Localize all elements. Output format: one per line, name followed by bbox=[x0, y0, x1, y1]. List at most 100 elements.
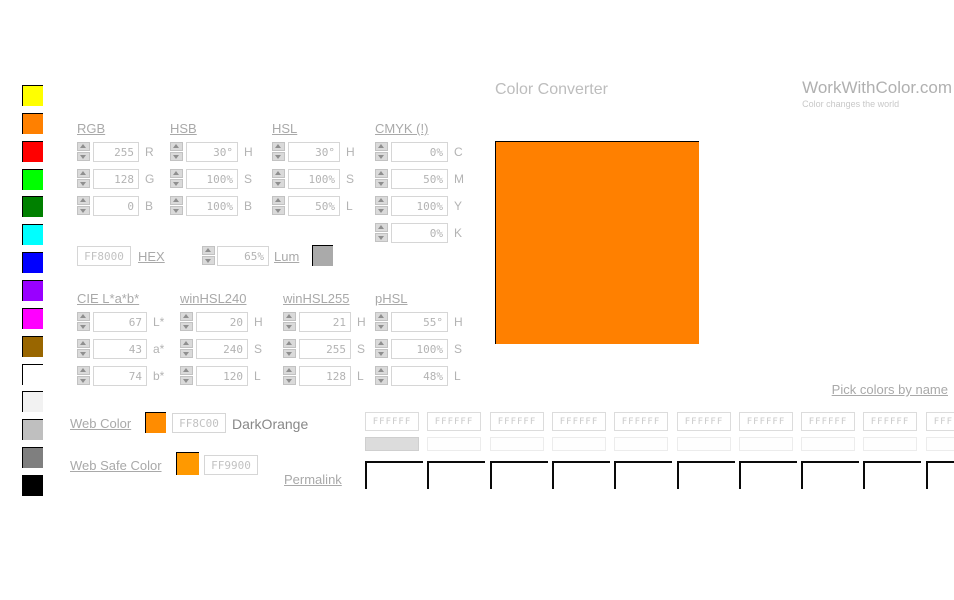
lum-spin-down-button[interactable] bbox=[202, 256, 215, 265]
hsb-h-spin-down-button[interactable] bbox=[170, 152, 183, 161]
compare-hex-input-6[interactable] bbox=[739, 412, 793, 431]
phsl-l-spin-up-button[interactable] bbox=[375, 366, 388, 375]
lum-spin-up-button[interactable] bbox=[202, 246, 215, 255]
cmyk-m-spin-down-button[interactable] bbox=[375, 179, 388, 188]
rgb-b-spin-up-button[interactable] bbox=[77, 196, 90, 205]
winhsl240-s-input[interactable] bbox=[196, 339, 248, 359]
lab-lstar-spin-down-button[interactable] bbox=[77, 322, 90, 331]
rgb-r-spin-up-button[interactable] bbox=[77, 142, 90, 151]
permalink-link[interactable]: Permalink bbox=[284, 472, 342, 487]
cmyk-y-spin-up-button[interactable] bbox=[375, 196, 388, 205]
compare-hex-input-5[interactable] bbox=[677, 412, 731, 431]
winhsl240-s-spin-up-button[interactable] bbox=[180, 339, 193, 348]
web-color-link[interactable]: Web Color bbox=[70, 416, 132, 431]
compare-hex-input-4[interactable] bbox=[614, 412, 668, 431]
palette-swatch-violet[interactable] bbox=[22, 280, 43, 301]
palette-swatch-green[interactable] bbox=[22, 196, 43, 217]
section-rgb-link[interactable]: RGB bbox=[77, 121, 106, 136]
section-cmyk-link[interactable]: CMYK (!) bbox=[375, 121, 429, 136]
winhsl240-l-spin-up-button[interactable] bbox=[180, 366, 193, 375]
compare-hex-input-2[interactable] bbox=[490, 412, 544, 431]
hsl-l-spin-down-button[interactable] bbox=[272, 206, 285, 215]
winhsl255-l-input[interactable] bbox=[299, 366, 351, 386]
cmyk-m-input[interactable] bbox=[391, 169, 448, 189]
winhsl255-l-spin-down-button[interactable] bbox=[283, 376, 296, 385]
lab-astar-spin-down-button[interactable] bbox=[77, 349, 90, 358]
phsl-h-spin-down-button[interactable] bbox=[375, 322, 388, 331]
palette-swatch-red[interactable] bbox=[22, 141, 43, 162]
winhsl255-h-spin-up-button[interactable] bbox=[283, 312, 296, 321]
palette-swatch-off-white[interactable] bbox=[22, 391, 43, 412]
hsb-s-spin-up-button[interactable] bbox=[170, 169, 183, 178]
hsl-l-spin-up-button[interactable] bbox=[272, 196, 285, 205]
palette-swatch-blue[interactable] bbox=[22, 252, 43, 273]
cmyk-k-input[interactable] bbox=[391, 223, 448, 243]
web-safe-color-link[interactable]: Web Safe Color bbox=[70, 458, 162, 473]
compare-hex-input-9[interactable] bbox=[926, 412, 954, 431]
winhsl240-h-spin-up-button[interactable] bbox=[180, 312, 193, 321]
hsl-s-spin-up-button[interactable] bbox=[272, 169, 285, 178]
phsl-s-spin-up-button[interactable] bbox=[375, 339, 388, 348]
rgb-r-input[interactable] bbox=[93, 142, 139, 162]
hsb-h-input[interactable] bbox=[186, 142, 238, 162]
hsl-s-spin-down-button[interactable] bbox=[272, 179, 285, 188]
compare-hex-input-1[interactable] bbox=[427, 412, 481, 431]
palette-swatch-dark-yellow[interactable] bbox=[22, 336, 43, 357]
winhsl240-s-spin-down-button[interactable] bbox=[180, 349, 193, 358]
lab-bstar-spin-down-button[interactable] bbox=[77, 376, 90, 385]
winhsl255-s-input[interactable] bbox=[299, 339, 351, 359]
cmyk-c-spin-down-button[interactable] bbox=[375, 152, 388, 161]
lab-lstar-input[interactable] bbox=[93, 312, 147, 332]
winhsl255-h-input[interactable] bbox=[299, 312, 351, 332]
hsl-h-spin-up-button[interactable] bbox=[272, 142, 285, 151]
palette-swatch-gray[interactable] bbox=[22, 447, 43, 468]
winhsl240-h-input[interactable] bbox=[196, 312, 248, 332]
rgb-g-spin-down-button[interactable] bbox=[77, 179, 90, 188]
web-color-hex-input[interactable] bbox=[172, 413, 226, 433]
cmyk-m-spin-up-button[interactable] bbox=[375, 169, 388, 178]
palette-swatch-yellow[interactable] bbox=[22, 85, 43, 106]
cmyk-k-spin-up-button[interactable] bbox=[375, 223, 388, 232]
hsb-s-spin-down-button[interactable] bbox=[170, 179, 183, 188]
compare-hex-input-0[interactable] bbox=[365, 412, 419, 431]
hsl-h-input[interactable] bbox=[288, 142, 340, 162]
palette-swatch-black[interactable] bbox=[22, 475, 43, 496]
winhsl240-l-input[interactable] bbox=[196, 366, 248, 386]
winhsl255-s-spin-up-button[interactable] bbox=[283, 339, 296, 348]
section-winhsl240-link[interactable]: winHSL240 bbox=[180, 291, 247, 306]
palette-swatch-lime-green[interactable] bbox=[22, 169, 43, 190]
section-phsl-link[interactable]: pHSL bbox=[375, 291, 408, 306]
lab-lstar-spin-up-button[interactable] bbox=[77, 312, 90, 321]
compare-hex-input-3[interactable] bbox=[552, 412, 606, 431]
palette-swatch-silver[interactable] bbox=[22, 419, 43, 440]
lab-astar-input[interactable] bbox=[93, 339, 147, 359]
palette-swatch-magenta[interactable] bbox=[22, 308, 43, 329]
hsl-l-input[interactable] bbox=[288, 196, 340, 216]
compare-hex-input-7[interactable] bbox=[801, 412, 855, 431]
cmyk-c-input[interactable] bbox=[391, 142, 448, 162]
winhsl240-h-spin-down-button[interactable] bbox=[180, 322, 193, 331]
phsl-h-input[interactable] bbox=[391, 312, 448, 332]
rgb-b-spin-down-button[interactable] bbox=[77, 206, 90, 215]
pick-colors-by-name-link[interactable]: Pick colors by name bbox=[831, 382, 948, 397]
hsb-b-spin-up-button[interactable] bbox=[170, 196, 183, 205]
phsl-s-input[interactable] bbox=[391, 339, 448, 359]
lab-bstar-spin-up-button[interactable] bbox=[77, 366, 90, 375]
palette-swatch-cyan[interactable] bbox=[22, 224, 43, 245]
hex-link[interactable]: HEX bbox=[138, 249, 165, 264]
palette-swatch-orange[interactable] bbox=[22, 113, 43, 134]
hsl-h-spin-down-button[interactable] bbox=[272, 152, 285, 161]
hsb-b-input[interactable] bbox=[186, 196, 238, 216]
phsl-l-input[interactable] bbox=[391, 366, 448, 386]
compare-hex-input-8[interactable] bbox=[863, 412, 917, 431]
rgb-r-spin-down-button[interactable] bbox=[77, 152, 90, 161]
cmyk-k-spin-down-button[interactable] bbox=[375, 233, 388, 242]
cmyk-y-spin-down-button[interactable] bbox=[375, 206, 388, 215]
winhsl255-h-spin-down-button[interactable] bbox=[283, 322, 296, 331]
hsl-s-input[interactable] bbox=[288, 169, 340, 189]
rgb-g-spin-up-button[interactable] bbox=[77, 169, 90, 178]
section-hsb-link[interactable]: HSB bbox=[170, 121, 197, 136]
lum-link[interactable]: Lum bbox=[274, 249, 300, 264]
lab-astar-spin-up-button[interactable] bbox=[77, 339, 90, 348]
winhsl255-s-spin-down-button[interactable] bbox=[283, 349, 296, 358]
